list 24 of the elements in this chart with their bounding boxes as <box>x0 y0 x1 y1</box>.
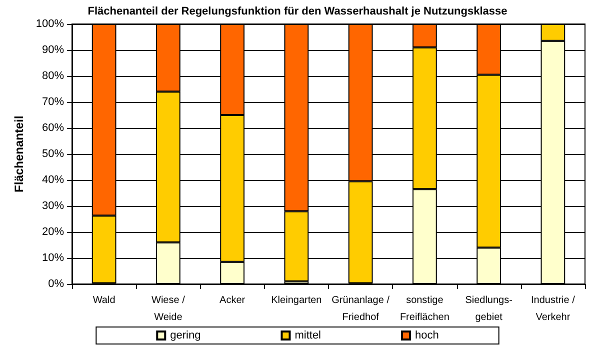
y-tick-label: 100% <box>36 18 64 30</box>
x-tick-label: Siedlungs- gebiet <box>465 295 512 323</box>
legend-label: mittel <box>294 330 322 342</box>
x-tick-label: Grünanlage / Friedhof <box>332 295 390 323</box>
x-tick-label: Industrie / Verkehr <box>530 295 576 323</box>
y-tick-label: 10% <box>42 252 64 264</box>
y-tick-label: 60% <box>42 122 64 134</box>
y-tick-label: 70% <box>42 96 64 108</box>
y-tick-label: 0% <box>48 278 64 290</box>
x-tick-label: Wiese / Weide <box>152 295 186 323</box>
y-tick-label: 80% <box>42 70 64 82</box>
y-tick-label: 40% <box>42 174 64 186</box>
y-tick-label: 30% <box>42 200 64 212</box>
x-tick-label: sonstige Freiflächen <box>400 295 450 323</box>
x-tick-label: Acker <box>220 295 246 306</box>
legend-label: hoch <box>415 330 439 342</box>
y-tick-label: 90% <box>42 44 64 56</box>
x-tick-label: Wald <box>92 295 116 306</box>
y-axis-title: Flächenanteil <box>12 116 26 192</box>
chart-title: Flächenanteil der Regelungsfunktion für den Wasserhaushalt je Nutzungsklasse <box>88 6 508 18</box>
legend-label: gering <box>170 330 201 342</box>
y-tick-label: 50% <box>42 148 64 160</box>
x-tick-label: Kleingarten <box>271 295 322 306</box>
y-tick-label: 20% <box>42 226 64 238</box>
